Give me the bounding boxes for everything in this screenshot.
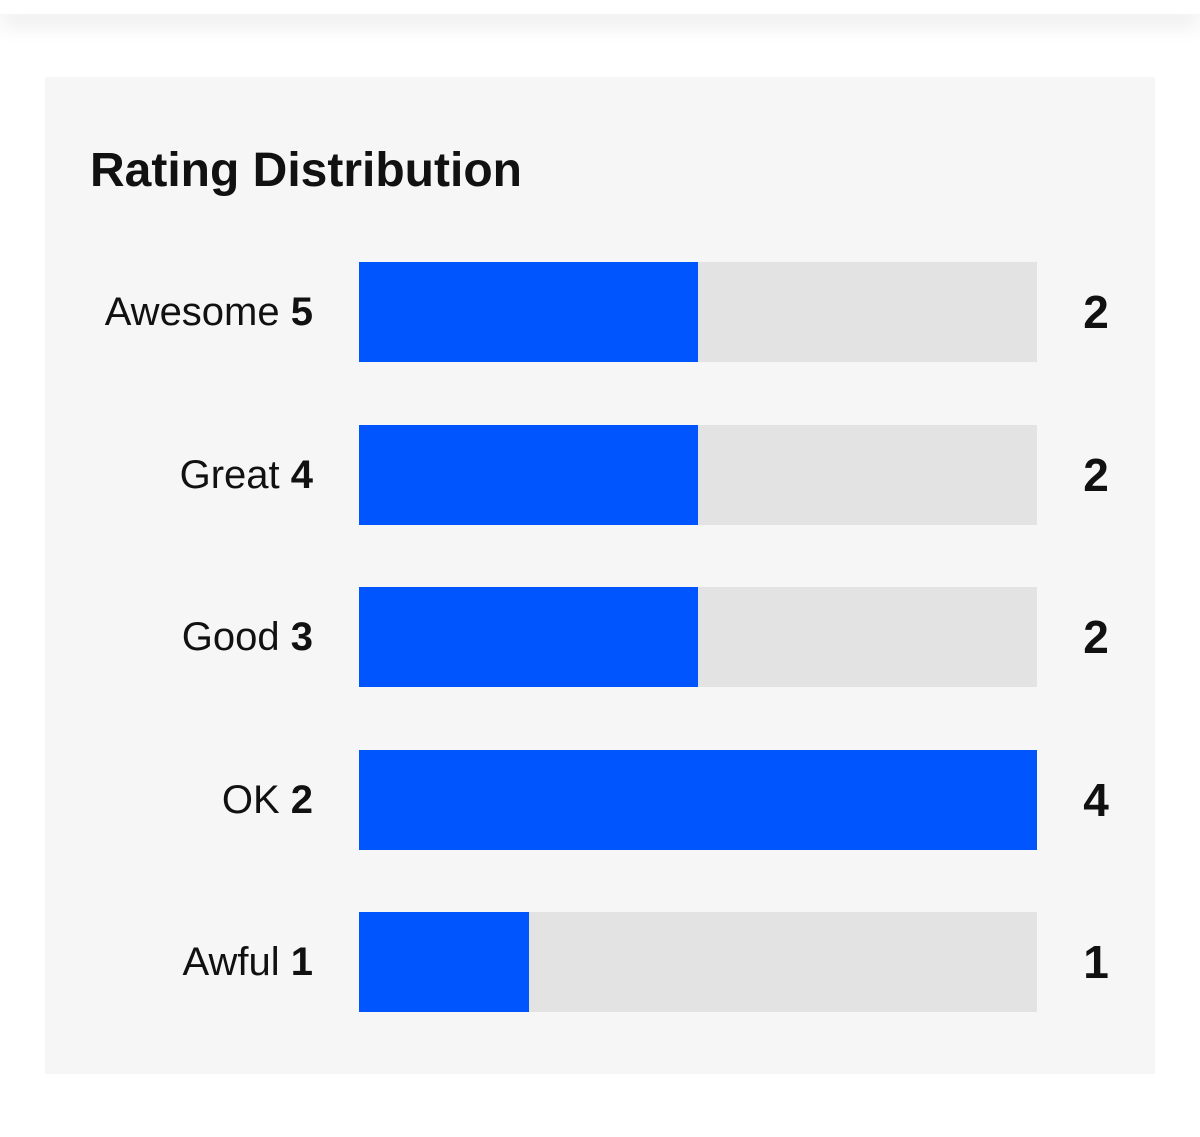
top-bar-shadow xyxy=(0,0,1200,14)
bar-track xyxy=(359,587,1037,687)
card-title: Rating Distribution xyxy=(90,144,522,197)
bar-track xyxy=(359,425,1037,525)
rating-count: 2 xyxy=(1083,449,1109,501)
rating-count: 4 xyxy=(1083,774,1109,826)
rating-row-label: Good 3 xyxy=(65,587,313,687)
rating-value: 2 xyxy=(290,778,313,822)
rating-name: Great xyxy=(179,453,280,497)
rating-row-label: Great 4 xyxy=(65,425,313,525)
rating-row-great: Great 4 2 xyxy=(45,425,1155,525)
rating-row-awesome: Awesome 5 2 xyxy=(45,262,1155,362)
bar-track xyxy=(359,262,1037,362)
rating-row-label: Awful 1 xyxy=(65,912,313,1012)
rating-value: 3 xyxy=(290,615,313,659)
bar-fill xyxy=(359,912,529,1012)
rating-name: Awful xyxy=(182,940,280,984)
bar-fill xyxy=(359,425,698,525)
bar-track xyxy=(359,750,1037,850)
rating-name: Good xyxy=(181,615,280,659)
rating-row-label: Awesome 5 xyxy=(65,262,313,362)
rating-value: 4 xyxy=(290,453,313,497)
rating-count: 2 xyxy=(1083,611,1109,663)
bar-fill xyxy=(359,750,1037,850)
rating-count: 1 xyxy=(1083,936,1109,988)
bar-fill xyxy=(359,262,698,362)
rating-name: Awesome xyxy=(104,290,280,334)
bar-fill xyxy=(359,587,698,687)
rating-row-ok: OK 2 4 xyxy=(45,750,1155,850)
bar-track xyxy=(359,912,1037,1012)
rating-distribution-card: Rating Distribution Awesome 5 2 Great 4 2 Go… xyxy=(45,77,1155,1074)
rating-row-label: OK 2 xyxy=(65,750,313,850)
rating-value: 1 xyxy=(290,940,313,984)
rating-row-good: Good 3 2 xyxy=(45,587,1155,687)
rating-count: 2 xyxy=(1083,286,1109,338)
rating-value: 5 xyxy=(290,290,313,334)
rating-name: OK xyxy=(221,778,280,822)
